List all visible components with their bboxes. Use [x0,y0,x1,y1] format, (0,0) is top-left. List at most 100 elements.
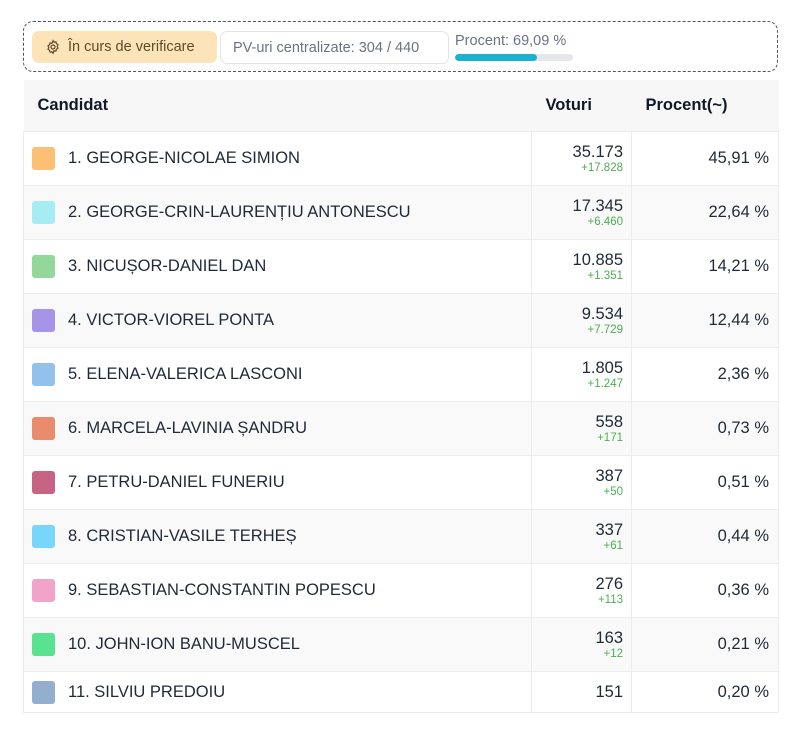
candidate-name: 7. PETRU-DANIEL FUNERIU [68,473,285,491]
candidate-cell: 9. SEBASTIAN-CONSTANTIN POPESCU [23,563,532,618]
candidate-cell: 10. JOHN-ION BANU-MUSCEL [23,617,532,672]
color-swatch [32,525,55,548]
percent-cell: 22,64 % [631,185,779,240]
candidate-cell: 6. MARCELA-LAVINIA ȘANDRU [23,401,532,456]
table-row: 10. JOHN-ION BANU-MUSCEL 163 +12 0,21 % [23,617,779,672]
votes-delta: +1.247 [587,377,624,390]
votes-delta: +171 [597,431,623,444]
table-header-row: Candidat Voturi Procent(~) [23,80,779,132]
progress-bar [455,54,573,61]
votes-delta: +17.828 [581,161,623,174]
votes-value: 163 [595,628,623,647]
color-swatch [32,579,55,602]
header-votes[interactable]: Voturi [531,80,632,132]
header-candidate[interactable]: Candidat [23,80,532,132]
color-swatch [32,471,55,494]
candidate-name: 10. JOHN-ION BANU-MUSCEL [68,635,300,653]
status-pill[interactable]: În curs de verificare [32,31,217,63]
percent-cell: 12,44 % [631,293,779,348]
votes-delta: +7.729 [587,323,624,336]
percent-cell: 14,21 % [631,239,779,294]
table-row: 7. PETRU-DANIEL FUNERIU 387 +50 0,51 % [23,455,779,510]
table-row: 4. VICTOR-VIOREL PONTA 9.534 +7.729 12,44 % [23,293,779,348]
status-bar: În curs de verificare PV-uri centralizat… [23,21,778,72]
color-swatch [32,363,55,386]
table-row: 8. CRISTIAN-VASILE TERHEȘ 337 +61 0,44 % [23,509,779,564]
progress-fill [455,54,537,61]
votes-cell: 9.534 +7.729 [531,293,632,348]
gear-icon [47,39,59,55]
votes-cell: 10.885 +1.351 [531,239,632,294]
status-label: În curs de verificare [68,39,195,55]
header-percent[interactable]: Procent(~) [631,80,779,132]
candidate-cell: 8. CRISTIAN-VASILE TERHEȘ [23,509,532,564]
votes-cell: 276 +113 [531,563,632,618]
votes-value: 151 [595,682,623,701]
votes-cell: 35.173 +17.828 [531,131,632,186]
candidate-cell: 7. PETRU-DANIEL FUNERIU [23,455,532,510]
percent-cell: 0,73 % [631,401,779,456]
votes-cell: 151 [531,671,632,713]
votes-value: 35.173 [572,142,623,161]
votes-cell: 1.805 +1.247 [531,347,632,402]
table-row: 1. GEORGE-NICOLAE SIMION 35.173 +17.828 45,… [23,131,779,186]
color-swatch [32,147,55,170]
votes-delta: +1.351 [587,269,624,282]
percent-cell: 45,91 % [631,131,779,186]
votes-cell: 17.345 +6.460 [531,185,632,240]
votes-value: 337 [595,520,623,539]
percent-cell: 0,44 % [631,509,779,564]
votes-delta: +12 [603,647,623,660]
color-swatch [32,417,55,440]
candidate-name: 2. GEORGE-CRIN-LAURENȚIU ANTONESCU [68,203,411,221]
table-row: 5. ELENA-VALERICA LASCONI 1.805 +1.247 2,36… [23,347,779,402]
candidate-name: 1. GEORGE-NICOLAE SIMION [68,149,300,167]
votes-cell: 337 +61 [531,509,632,564]
percent-cell: 0,21 % [631,617,779,672]
votes-cell: 163 +12 [531,617,632,672]
color-swatch [32,633,55,656]
percent-cell: 2,36 % [631,347,779,402]
results-table: Candidat Voturi Procent(~) 1. GEORGE-NIC… [23,80,779,713]
votes-delta: +6.460 [587,215,624,228]
percent-cell: 0,51 % [631,455,779,510]
percent-cell: 0,20 % [631,671,779,713]
candidate-cell: 5. ELENA-VALERICA LASCONI [23,347,532,402]
candidate-cell: 11. SILVIU PREDOIU [23,671,532,713]
votes-value: 276 [595,574,623,593]
votes-delta: +113 [597,593,623,606]
votes-delta: +50 [603,485,623,498]
votes-delta: +61 [603,539,623,552]
candidate-name: 4. VICTOR-VIOREL PONTA [68,311,274,329]
percent-label: Procent: 69,09 % [455,33,567,49]
table-row: 6. MARCELA-LAVINIA ȘANDRU 558 +171 0,73 % [23,401,779,456]
candidate-cell: 4. VICTOR-VIOREL PONTA [23,293,532,348]
table-row: 11. SILVIU PREDOIU 151 0,20 % [23,671,779,713]
color-swatch [32,255,55,278]
candidate-name: 11. SILVIU PREDOIU [68,682,226,701]
candidate-name: 8. CRISTIAN-VASILE TERHEȘ [68,527,297,545]
candidate-cell: 3. NICUȘOR-DANIEL DAN [23,239,532,294]
table-row: 9. SEBASTIAN-CONSTANTIN POPESCU 276 +113 0,… [23,563,779,618]
candidate-name: 5. ELENA-VALERICA LASCONI [68,365,303,383]
votes-cell: 387 +50 [531,455,632,510]
color-swatch [32,680,55,704]
candidate-name: 6. MARCELA-LAVINIA ȘANDRU [68,419,308,437]
candidate-name: 9. SEBASTIAN-CONSTANTIN POPESCU [68,581,376,599]
votes-value: 1.805 [581,358,623,377]
votes-cell: 558 +171 [531,401,632,456]
votes-value: 9.534 [581,304,623,323]
percent-cell: 0,36 % [631,563,779,618]
candidate-name: 3. NICUȘOR-DANIEL DAN [68,257,267,275]
candidate-cell: 2. GEORGE-CRIN-LAURENȚIU ANTONESCU [23,185,532,240]
table-row: 2. GEORGE-CRIN-LAURENȚIU ANTONESCU 17.345… [23,185,779,240]
color-swatch [32,309,55,332]
candidate-cell: 1. GEORGE-NICOLAE SIMION [23,131,532,186]
color-swatch [32,201,55,224]
votes-value: 17.345 [572,196,623,215]
votes-value: 10.885 [572,250,623,269]
votes-value: 387 [595,466,623,485]
table-row: 3. NICUȘOR-DANIEL DAN 10.885 +1.351 14,21 % [23,239,779,294]
pv-counter: PV-uri centralizate: 304 / 440 [220,31,449,64]
votes-value: 558 [595,412,623,431]
